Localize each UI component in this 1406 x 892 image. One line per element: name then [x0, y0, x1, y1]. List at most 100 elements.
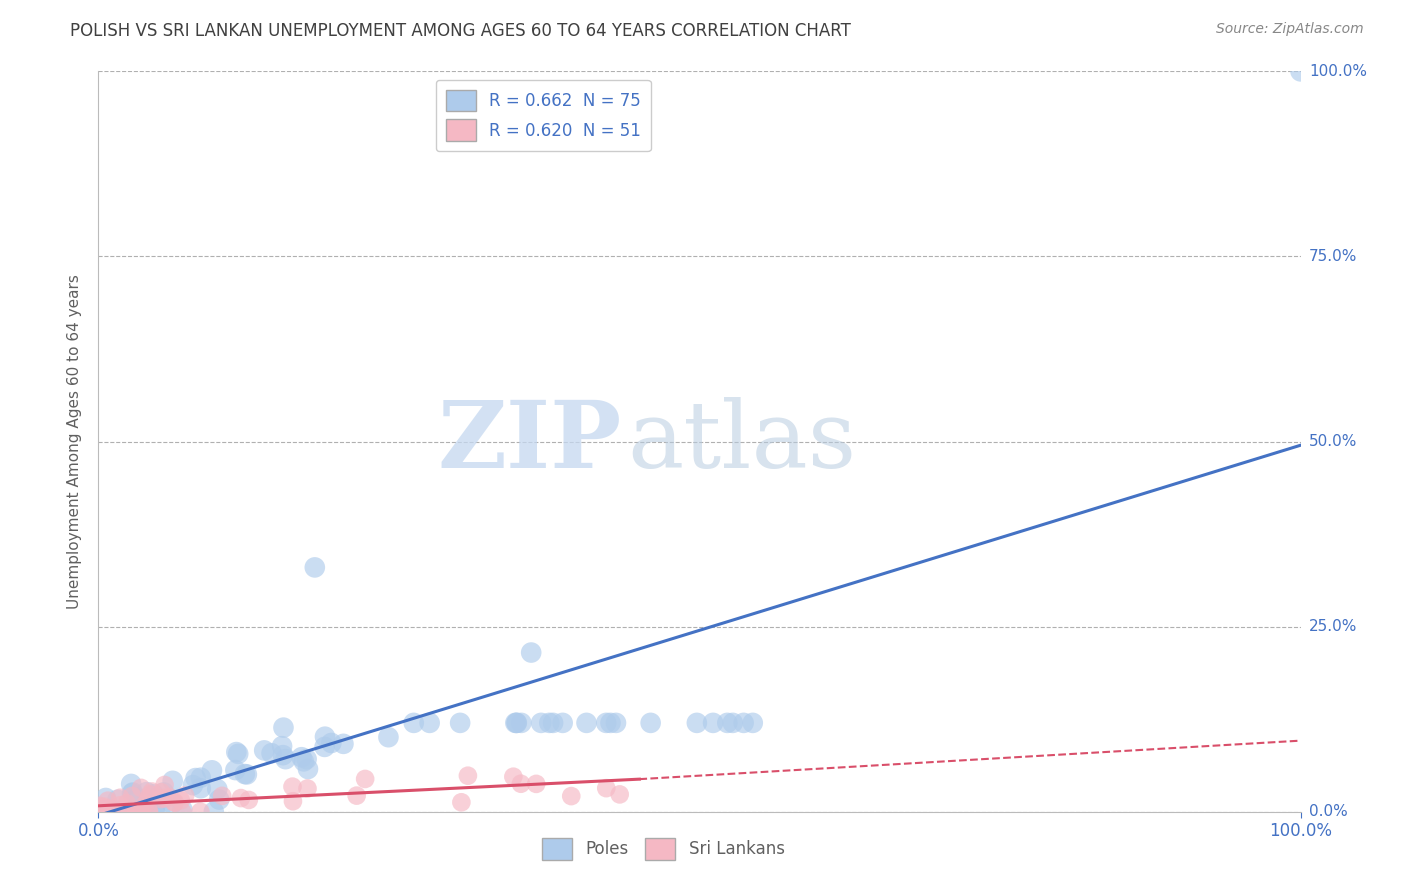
- Text: 25.0%: 25.0%: [1309, 619, 1357, 634]
- Point: [162, 773, 184, 788]
- Point: [91, 804, 114, 818]
- Point: [505, 715, 527, 730]
- Point: [134, 803, 156, 817]
- Point: [94, 805, 117, 819]
- Point: [129, 804, 152, 818]
- Point: [702, 715, 724, 730]
- Point: [157, 790, 180, 805]
- Point: [181, 778, 204, 792]
- Point: [520, 646, 543, 660]
- Point: [304, 560, 326, 574]
- Point: [138, 791, 160, 805]
- Text: 0.0%: 0.0%: [1309, 805, 1347, 819]
- Point: [138, 805, 160, 819]
- Text: POLISH VS SRI LANKAN UNEMPLOYMENT AMONG AGES 60 TO 64 YEARS CORRELATION CHART: POLISH VS SRI LANKAN UNEMPLOYMENT AMONG …: [70, 22, 851, 40]
- Point: [120, 777, 142, 791]
- Point: [117, 803, 139, 817]
- Point: [172, 805, 194, 819]
- Point: [163, 795, 186, 809]
- Point: [273, 721, 295, 735]
- Point: [97, 805, 120, 819]
- Point: [153, 778, 176, 792]
- Point: [297, 781, 319, 796]
- Point: [297, 762, 319, 776]
- Y-axis label: Unemployment Among Ages 60 to 64 years: Unemployment Among Ages 60 to 64 years: [67, 274, 83, 609]
- Point: [190, 781, 212, 796]
- Point: [226, 747, 249, 761]
- Point: [271, 739, 294, 754]
- Point: [505, 715, 527, 730]
- Point: [314, 730, 336, 744]
- Point: [1289, 64, 1312, 78]
- Text: atlas: atlas: [627, 397, 856, 486]
- Point: [89, 798, 111, 813]
- Point: [274, 752, 297, 766]
- Point: [190, 771, 212, 785]
- Point: [509, 777, 531, 791]
- Point: [124, 792, 146, 806]
- Point: [238, 793, 260, 807]
- Point: [211, 789, 233, 803]
- Point: [142, 787, 165, 801]
- Point: [402, 715, 425, 730]
- Point: [281, 794, 304, 808]
- Point: [321, 736, 343, 750]
- Point: [127, 805, 149, 819]
- Point: [721, 715, 744, 730]
- Point: [143, 800, 166, 814]
- Point: [332, 737, 354, 751]
- Point: [143, 805, 166, 819]
- Point: [605, 715, 627, 730]
- Point: [640, 715, 662, 730]
- Point: [202, 805, 225, 819]
- Point: [419, 715, 441, 730]
- Point: [450, 795, 472, 809]
- Point: [236, 767, 259, 781]
- Point: [609, 788, 631, 802]
- Point: [108, 798, 131, 813]
- Point: [124, 805, 146, 819]
- Point: [354, 772, 377, 786]
- Point: [172, 803, 194, 817]
- Text: 50.0%: 50.0%: [1309, 434, 1357, 449]
- Point: [314, 739, 336, 754]
- Point: [145, 791, 167, 805]
- Point: [271, 748, 294, 763]
- Text: Source: ZipAtlas.com: Source: ZipAtlas.com: [1216, 22, 1364, 37]
- Point: [122, 785, 145, 799]
- Point: [551, 715, 574, 730]
- Point: [121, 786, 143, 800]
- Point: [129, 803, 152, 817]
- Point: [233, 767, 256, 781]
- Point: [281, 780, 304, 794]
- Point: [174, 789, 197, 803]
- Point: [741, 715, 763, 730]
- Point: [163, 796, 186, 810]
- Point: [225, 745, 247, 759]
- Point: [98, 802, 121, 816]
- Point: [141, 784, 163, 798]
- Point: [134, 797, 156, 811]
- Point: [91, 805, 114, 819]
- Point: [139, 788, 162, 802]
- Point: [538, 715, 561, 730]
- Point: [502, 770, 524, 784]
- Point: [449, 715, 471, 730]
- Point: [224, 763, 246, 777]
- Point: [101, 805, 124, 819]
- Point: [457, 769, 479, 783]
- Point: [97, 794, 120, 808]
- Point: [170, 793, 193, 807]
- Point: [149, 805, 172, 819]
- Point: [292, 755, 315, 769]
- Point: [150, 792, 173, 806]
- Text: 100.0%: 100.0%: [1309, 64, 1367, 78]
- Point: [135, 785, 157, 799]
- Point: [184, 771, 207, 785]
- Point: [686, 715, 709, 730]
- Point: [91, 805, 114, 819]
- Point: [530, 715, 553, 730]
- Point: [129, 780, 152, 795]
- Point: [733, 715, 755, 730]
- Point: [346, 789, 368, 803]
